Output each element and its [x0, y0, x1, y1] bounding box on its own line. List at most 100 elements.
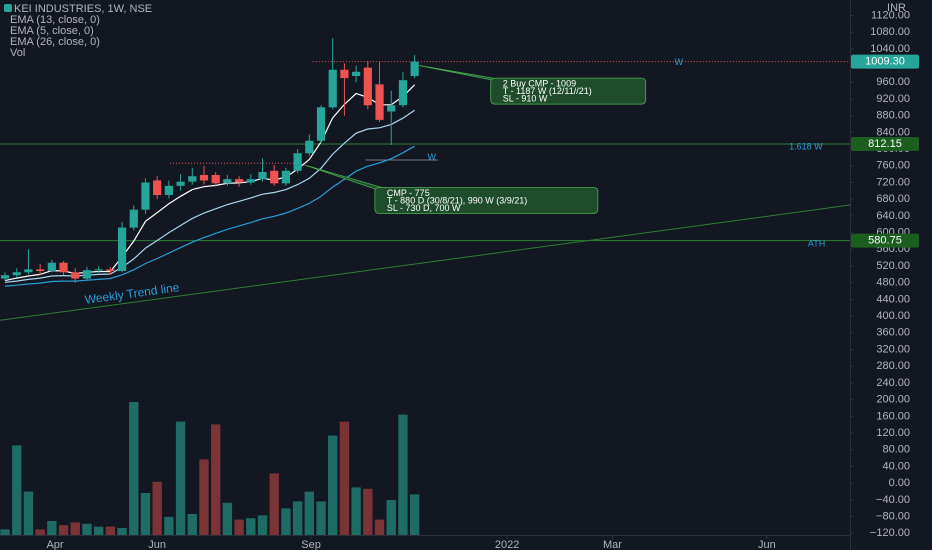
price-tag-label: 1009.30 — [865, 56, 905, 68]
y-tick-label: 920.00 — [876, 93, 910, 105]
symbol-icon — [4, 4, 12, 12]
price-tag-label: 580.75 — [868, 235, 902, 247]
candle-body — [363, 67, 372, 106]
candle-body — [117, 227, 127, 272]
candle-body — [129, 209, 138, 228]
candle-body — [223, 179, 232, 184]
y-tick-label: 680.00 — [876, 193, 910, 205]
volume-bar — [374, 519, 385, 535]
volume-bar — [93, 526, 104, 535]
level-label: 1.618 W — [789, 141, 823, 151]
candle-body — [340, 69, 349, 79]
y-tick-label: 40.00 — [882, 460, 910, 472]
y-tick-label: 720.00 — [876, 176, 910, 188]
volume-bar — [211, 424, 221, 535]
candle-body — [316, 107, 326, 141]
callout-box — [490, 77, 647, 105]
candle-body — [153, 180, 162, 196]
candle-body — [375, 84, 384, 120]
y-tick-label: −80.00 — [876, 510, 910, 522]
candle-body — [270, 170, 279, 184]
volume-bar — [304, 491, 314, 535]
x-tick-label: Sep — [301, 539, 321, 550]
volume-bar — [246, 518, 256, 535]
callout-text: SL - 730 D, 700 W — [387, 203, 461, 213]
volume-bar — [70, 522, 80, 535]
candle-body — [176, 181, 185, 186]
price-tag — [851, 137, 919, 152]
callout-text: T - 880 D (30/8/21), 990 W (3/9/21) — [387, 195, 527, 205]
price-tag — [851, 54, 919, 69]
y-tick-label: 1040.00 — [870, 43, 910, 55]
volume-bar — [164, 516, 174, 535]
y-tick-label: 880.00 — [876, 110, 910, 122]
x-tick-label: Jun — [148, 539, 166, 550]
y-tick-label: 760.00 — [876, 160, 910, 172]
volume-bar — [105, 526, 116, 535]
y-tick-label: 280.00 — [876, 360, 910, 372]
legend-entry: EMA (5, close, 0) — [10, 25, 94, 37]
y-tick-label: 240.00 — [876, 377, 910, 389]
candle-body — [71, 272, 80, 279]
candle-body — [164, 185, 173, 196]
legend-title: KEI INDUSTRIES, 1W, NSE — [14, 3, 152, 15]
price-tag — [851, 233, 919, 248]
callout-text: T - 1187 W (12/11//21) — [503, 86, 592, 96]
volume-bar — [175, 421, 186, 535]
y-tick-label: 160.00 — [876, 410, 910, 422]
y-tick-label: 80.00 — [882, 444, 910, 456]
candle-body — [328, 69, 337, 108]
candle-body — [199, 174, 209, 181]
x-tick-label: Apr — [46, 539, 63, 550]
legend-entry: EMA (26, close, 0) — [10, 36, 100, 48]
volume-bar — [409, 494, 420, 535]
y-tick-label: 320.00 — [876, 343, 910, 355]
price-tag-label: 812.15 — [868, 138, 902, 150]
y-tick-label: 200.00 — [876, 394, 910, 406]
volume-bar — [117, 528, 127, 535]
candle-body — [293, 153, 302, 171]
volume-bar — [199, 459, 209, 535]
volume-bar — [363, 488, 373, 535]
y-tick-label: 1080.00 — [870, 26, 910, 38]
candle-body — [12, 272, 21, 276]
trend-line — [0, 204, 851, 321]
volume-bar — [129, 402, 139, 535]
volume-bar — [339, 421, 350, 535]
volume-bar — [257, 515, 268, 535]
volume-bar — [292, 501, 303, 535]
candle-body — [24, 269, 33, 273]
y-tick-label: 640.00 — [876, 210, 910, 222]
legend-entry: EMA (13, close, 0) — [10, 14, 100, 26]
volume-bar — [187, 514, 197, 535]
volume-bar — [152, 481, 162, 535]
callout-text: SL - 910 W — [503, 93, 548, 103]
y-tick-label: −120.00 — [870, 527, 910, 539]
candle-body — [387, 105, 396, 112]
x-tick-label: Mar — [603, 539, 622, 550]
x-tick-label: Jun — [758, 539, 776, 550]
currency-label: INR — [887, 2, 906, 14]
volume-bar — [269, 473, 279, 535]
candle-body — [141, 182, 150, 210]
y-tick-label: 120.00 — [876, 427, 910, 439]
legend-entry: Vol — [10, 47, 25, 59]
callout-box — [374, 187, 599, 214]
y-tick-label: −40.00 — [876, 494, 910, 506]
candle-body — [281, 170, 291, 184]
x-tick-label: 2022 — [495, 539, 519, 550]
y-tick-label: 520.00 — [876, 260, 910, 272]
candle-body — [0, 275, 10, 279]
candle-body — [106, 269, 115, 272]
level-label: ATH — [808, 238, 825, 248]
volume-bar — [386, 500, 396, 535]
candle-body — [36, 269, 45, 272]
candle-body — [305, 140, 314, 154]
candle-body — [94, 269, 103, 271]
level-label: W — [428, 152, 437, 162]
candle-body — [258, 172, 267, 180]
y-tick-label: 400.00 — [876, 310, 910, 322]
candle-body — [47, 262, 56, 272]
y-tick-label: 440.00 — [876, 293, 910, 305]
